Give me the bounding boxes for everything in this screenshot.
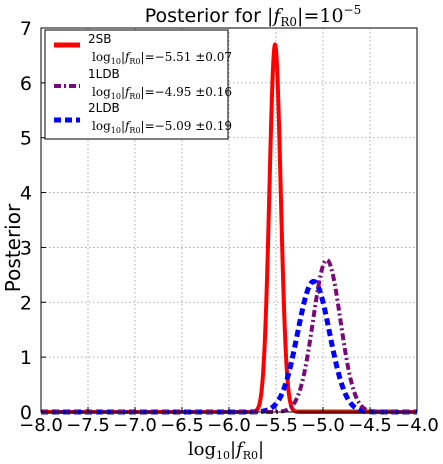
y-axis-label: Posterior (1, 203, 25, 292)
x-axis-label-log: log (188, 439, 216, 460)
plot-frame (40, 27, 418, 413)
axis-ticks: −8.0 −7.5 −7.0 −6.5 −6.0 −5.5 −5.0 −4.5 −4.0 0 1 2 3… (19, 18, 439, 436)
legend: 2SB log10|fR0|=−5.51 ±0.07 1LDB log10|fR… (44, 29, 232, 140)
chart-title: Posterior for |fR0|=10−5 (145, 3, 362, 29)
x-tick-label: −4.0 (395, 415, 439, 436)
x-tick-label: −8.0 (19, 415, 63, 436)
x-tick-label: −4.5 (348, 415, 392, 436)
x-axis-label-var: |f (230, 439, 246, 460)
chart-title-sub: R0 (280, 15, 297, 29)
chart-title-lhs: |f (267, 5, 283, 27)
chart-title-prefix: Posterior for (145, 5, 267, 27)
chart-title-mid: |=10 (297, 5, 344, 27)
x-tick-label: −5.5 (254, 415, 298, 436)
legend-label-2ldb: 2LDB (88, 101, 120, 115)
x-axis-label: log10|fR0| (188, 439, 264, 462)
y-tick-label: 3 (20, 237, 32, 259)
y-tick-label: 1 (20, 347, 32, 369)
x-tick-label: −7.5 (66, 415, 110, 436)
y-tick-label: 0 (20, 402, 32, 424)
legend-note-2sb: log10|fR0|=−5.51 ±0.07 (92, 50, 232, 66)
y-tick-label: 7 (20, 18, 32, 40)
y-tick-label: 6 (20, 73, 32, 95)
legend-note-1ldb: log10|fR0|=−4.95 ±0.16 (92, 85, 232, 101)
grid-lines (41, 28, 417, 412)
x-tick-label: −6.0 (207, 415, 251, 436)
x-tick-label: −5.0 (301, 415, 345, 436)
x-axis-label-var-sub: R0 (243, 449, 258, 462)
legend-note-2ldb: log10|fR0|=−5.09 ±0.19 (92, 119, 232, 135)
x-axis-label-suffix: | (258, 439, 264, 460)
y-tick-label: 4 (20, 183, 32, 205)
legend-label-1ldb: 1LDB (88, 67, 120, 81)
x-axis-label-log-sub: 10 (216, 449, 230, 462)
x-tick-label: −6.5 (160, 415, 204, 436)
y-tick-label: 2 (20, 292, 32, 314)
y-tick-label: 5 (20, 128, 32, 150)
x-tick-label: −7.0 (113, 415, 157, 436)
legend-label-2sb: 2SB (88, 32, 111, 46)
chart-title-sup: −5 (344, 3, 362, 17)
